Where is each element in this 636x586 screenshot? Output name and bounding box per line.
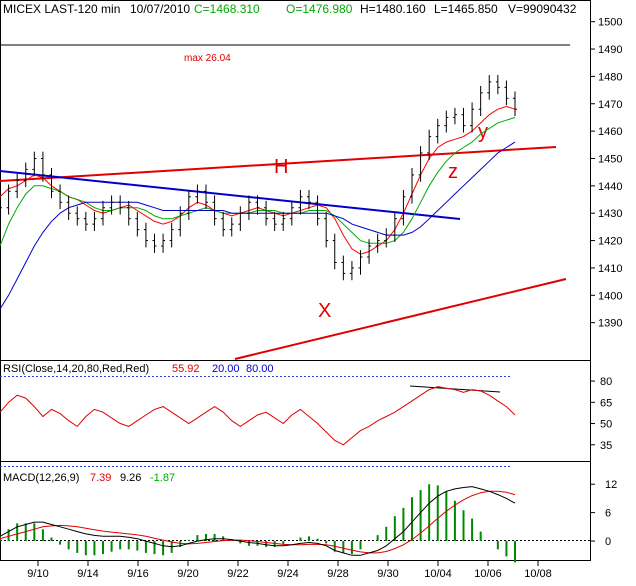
macd-y-tick-label: 12	[605, 479, 617, 491]
neckline-trend-line	[0, 146, 557, 182]
price-y-tick-label: 1410	[598, 263, 622, 275]
macd-signal-value: 9.26	[120, 472, 141, 484]
series-line-rsi	[0, 386, 516, 446]
x-tick-label: 9/16	[127, 568, 148, 580]
header-symbol: MICEX LAST-120 min	[3, 2, 120, 16]
price-y-tick-label: 1500	[598, 17, 622, 29]
macd-y-axis: 0 6 12	[590, 479, 617, 548]
price-y-tick-label: 1480	[598, 71, 622, 83]
descending-trend-line	[0, 170, 461, 220]
macd-value: 7.39	[90, 472, 111, 484]
x-tick-label: 9/24	[277, 568, 298, 580]
rsi-upper-band: 80.00	[246, 363, 274, 375]
price-y-tick-label: 1440	[598, 181, 622, 193]
price-y-tick-label: 1490	[598, 44, 622, 56]
rsi-series	[0, 386, 516, 446]
label-z: z	[448, 161, 458, 183]
rsi-y-tick-label: 65	[600, 397, 612, 409]
x-tick-label: 9/20	[177, 568, 198, 580]
header-low: L=1465.850	[434, 2, 498, 16]
x-tick-label: 9/10	[27, 568, 48, 580]
macd-y-tick-label: 6	[605, 508, 611, 520]
rsi-lower-band: 20.00	[212, 363, 240, 375]
x-tick-label: 9/28	[327, 568, 348, 580]
rsi-y-tick-label: 35	[600, 440, 612, 452]
macd-hist-value: -1.87	[150, 472, 175, 484]
support-trend-line	[234, 278, 567, 360]
series-line-signal	[0, 490, 516, 554]
rsi-y-tick-label: 50	[600, 419, 612, 431]
header-open: O=1476.980	[286, 2, 353, 16]
plot-frame	[0, 0, 591, 561]
rsi-y-tick-label: 80	[600, 376, 612, 388]
macd-y-tick-label: 0	[605, 536, 611, 548]
macd-series	[0, 486, 516, 556]
price-y-tick-label: 1430	[598, 208, 622, 220]
x-tick-label: 9/22	[227, 568, 248, 580]
price-y-axis: 1390 1400 1410 1420 1430 1440 1450 1460 1470 1480…	[590, 17, 622, 330]
label-h: H	[274, 156, 288, 178]
price-y-tick-label: 1470	[598, 99, 622, 111]
x-axis: 9/10 9/14 9/16 9/20 9/22 9/24 9/28 9/30 10/04 10/…	[27, 561, 552, 580]
series-line-ma_slow	[0, 141, 516, 310]
x-tick-label: 10/08	[524, 568, 552, 580]
rsi-value: 55.92	[172, 363, 200, 375]
price-y-tick-label: 1390	[598, 318, 622, 330]
header-volume: V=99090432	[508, 2, 577, 16]
header-date: 10/07/2010	[130, 2, 190, 16]
price-bars	[0, 75, 517, 281]
x-tick-label: 10/06	[474, 568, 502, 580]
rsi-title: RSI(Close,14,20,80,Red,Red)	[3, 363, 149, 375]
price-y-tick-label: 1450	[598, 153, 622, 165]
x-tick-label: 9/30	[377, 568, 398, 580]
x-tick-label: 10/04	[424, 568, 452, 580]
header-high: H=1480.160	[360, 2, 426, 16]
header-close: C=1468.310	[194, 2, 260, 16]
macd-title: MACD(12,26,9)	[3, 472, 79, 484]
rsi-divergence-line	[409, 385, 501, 393]
price-y-tick-label: 1400	[598, 290, 622, 302]
x-tick-label: 9/14	[77, 568, 98, 580]
rsi-y-axis: 35 50 65 80	[590, 376, 612, 452]
max-annotation: max 26.04	[184, 53, 231, 64]
label-x: X	[318, 300, 331, 322]
price-y-tick-label: 1460	[598, 126, 622, 138]
series-line-macd	[0, 486, 516, 556]
price-y-tick-label: 1420	[598, 236, 622, 248]
